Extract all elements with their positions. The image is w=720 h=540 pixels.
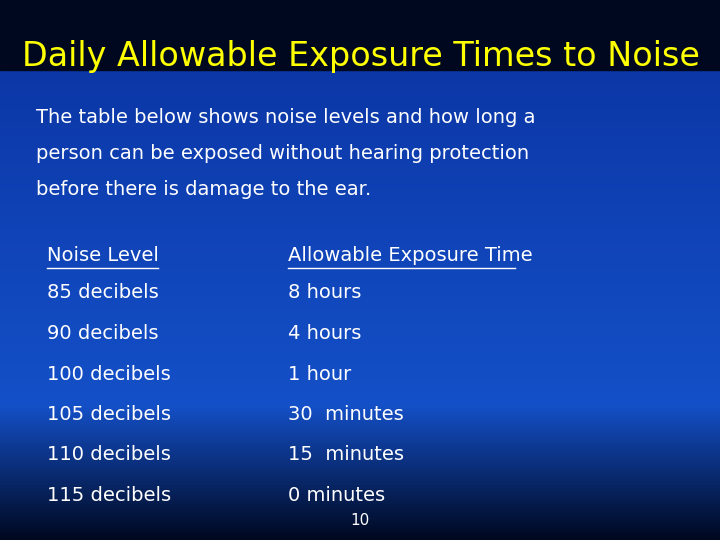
Text: 8 hours: 8 hours [288,284,361,302]
Text: Daily Allowable Exposure Times to Noise: Daily Allowable Exposure Times to Noise [22,40,699,73]
Text: 85 decibels: 85 decibels [47,284,158,302]
Text: person can be exposed without hearing protection: person can be exposed without hearing pr… [36,144,529,163]
Text: 0 minutes: 0 minutes [288,486,385,505]
Text: 1 hour: 1 hour [288,364,351,383]
Text: Allowable Exposure Time: Allowable Exposure Time [288,246,533,265]
Text: 10: 10 [351,513,369,528]
Bar [0,0,720,70]
Text: 90 decibels: 90 decibels [47,324,158,343]
Text: 110 decibels: 110 decibels [47,446,171,464]
Text: 4 hours: 4 hours [288,324,361,343]
Text: 105 decibels: 105 decibels [47,405,171,424]
Text: 30  minutes: 30 minutes [288,405,404,424]
Text: 100 decibels: 100 decibels [47,364,171,383]
Text: before there is damage to the ear.: before there is damage to the ear. [36,180,372,199]
Text: 115 decibels: 115 decibels [47,486,171,505]
Text: 15  minutes: 15 minutes [288,446,404,464]
Text: The table below shows noise levels and how long a: The table below shows noise levels and h… [36,108,536,127]
Text: Noise Level: Noise Level [47,246,158,265]
